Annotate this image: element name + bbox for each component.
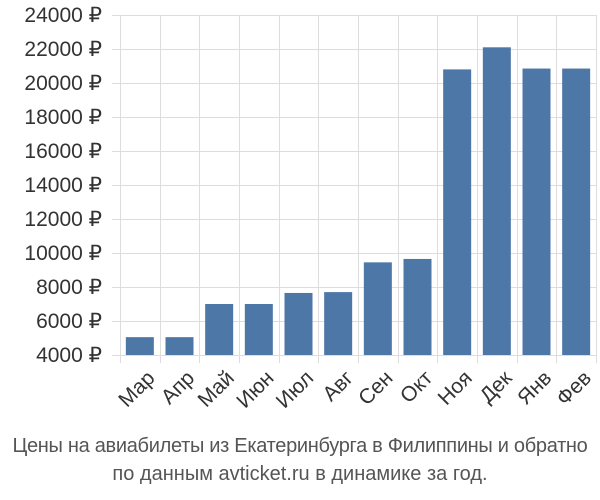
y-tick-label: 16000 ₽ <box>24 140 102 163</box>
x-tick-label: Янв <box>513 366 556 409</box>
y-tick-label: 4000 ₽ <box>36 344 102 367</box>
x-tick-label: Июл <box>272 366 318 412</box>
x-tick-label: Фев <box>552 366 596 410</box>
bar-10 <box>482 47 511 356</box>
y-tick-label: 14000 ₽ <box>24 174 102 197</box>
bar-6 <box>324 292 353 355</box>
x-tick-label: Сен <box>354 366 397 409</box>
y-tick-label: 10000 ₽ <box>24 242 102 265</box>
chart-area: 4000 ₽ 6000 ₽ 8000 ₽ 10000 ₽ 12000 ₽ 14000 ₽ 1… <box>24 4 597 413</box>
x-tick-label: Ноя <box>434 366 477 409</box>
y-tick-label: 24000 ₽ <box>24 4 102 27</box>
y-axis: 4000 ₽ 6000 ₽ 8000 ₽ 10000 ₽ 12000 ₽ 14000 ₽ 1… <box>24 4 102 367</box>
caption-line-1: Цены на авиабилеты из Екатеринбурга в Фи… <box>12 435 588 457</box>
bar-3 <box>205 304 234 355</box>
y-tick-label: 18000 ₽ <box>24 106 102 129</box>
bar-7 <box>363 262 392 355</box>
bar-2 <box>165 337 194 355</box>
chart-caption: Цены на авиабилеты из Екатеринбурга в Фи… <box>0 432 600 488</box>
x-tick-label: Авг <box>318 366 358 406</box>
grid-lines <box>112 15 597 363</box>
x-tick-label: Май <box>194 366 239 411</box>
x-tick-label: Мар <box>114 366 159 411</box>
x-tick-label: Дек <box>475 366 517 408</box>
x-tick-label: Окт <box>396 366 438 408</box>
y-tick-label: 22000 ₽ <box>24 38 102 61</box>
bar-9 <box>443 69 472 356</box>
x-tick-label: Июн <box>232 366 278 412</box>
bar-1 <box>125 337 154 355</box>
price-bar-chart: 4000 ₽ 6000 ₽ 8000 ₽ 10000 ₽ 12000 ₽ 14000 ₽ 1… <box>24 4 597 413</box>
y-tick-label: 8000 ₽ <box>36 276 102 299</box>
x-tick-label: Апр <box>157 366 199 408</box>
y-tick-label: 12000 ₽ <box>24 208 102 231</box>
y-tick-label: 6000 ₽ <box>36 310 102 333</box>
bar-12 <box>562 68 591 356</box>
y-tick-label: 20000 ₽ <box>24 72 102 95</box>
bar-5 <box>284 292 313 355</box>
bars <box>125 47 591 356</box>
bar-11 <box>522 68 551 356</box>
bar-8 <box>403 258 432 355</box>
bar-4 <box>244 304 273 355</box>
caption-line-2: по данным avticket.ru в динамике за год. <box>112 463 488 485</box>
